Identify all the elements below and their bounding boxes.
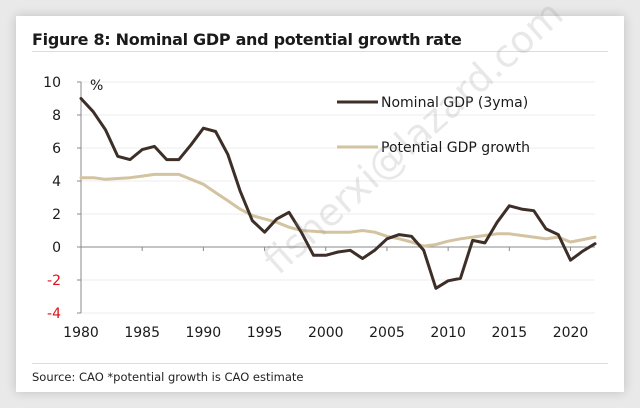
series-lines	[79, 97, 597, 290]
y-tick-label: 10	[43, 75, 61, 91]
x-tick-label: 1980	[63, 325, 99, 341]
x-tick-label: 1985	[124, 325, 160, 341]
y-tick-label: 4	[52, 174, 61, 190]
source-divider	[32, 363, 608, 364]
x-tick-label: 1990	[186, 325, 222, 341]
y-tick-label: 0	[52, 240, 61, 256]
legend-label-nominal-gdp: Nominal GDP (3yma)	[381, 95, 528, 111]
legend-label-potential-gdp: Potential GDP growth	[381, 140, 530, 156]
y-tick-label: 6	[52, 141, 61, 157]
x-tick-label: 2020	[553, 325, 589, 341]
x-tick-label: 2005	[369, 325, 405, 341]
x-tick-label: 2000	[308, 325, 344, 341]
series-line-nominal-gdp	[79, 97, 597, 290]
y-tick-label: 8	[52, 108, 61, 124]
y-tick-label: 2	[52, 207, 61, 223]
x-tick-label: 2015	[492, 325, 528, 341]
figure-title: Figure 8: Nominal GDP and potential grow…	[32, 30, 462, 49]
gridlines	[81, 81, 595, 314]
y-tick-labels: 10 8 6 4 2 0 -2 -4	[43, 75, 61, 322]
x-tick-labels: 1980 1985 1990 1995 2000 2005 2010 2015 2020	[63, 325, 588, 341]
x-tick-label: 1995	[247, 325, 283, 341]
title-divider	[32, 51, 608, 52]
source-note: Source: CAO *potential growth is CAO est…	[32, 370, 304, 384]
figure-card	[16, 16, 624, 392]
x-tick-label: 2010	[430, 325, 466, 341]
axes	[77, 81, 595, 314]
legend: Nominal GDP (3yma) Potential GDP growth	[337, 95, 530, 156]
y-tick-label: -2	[47, 273, 61, 289]
y-axis-unit-label: %	[90, 78, 103, 94]
y-tick-label: -4	[47, 306, 61, 322]
series-line-potential-gdp	[79, 172, 597, 248]
